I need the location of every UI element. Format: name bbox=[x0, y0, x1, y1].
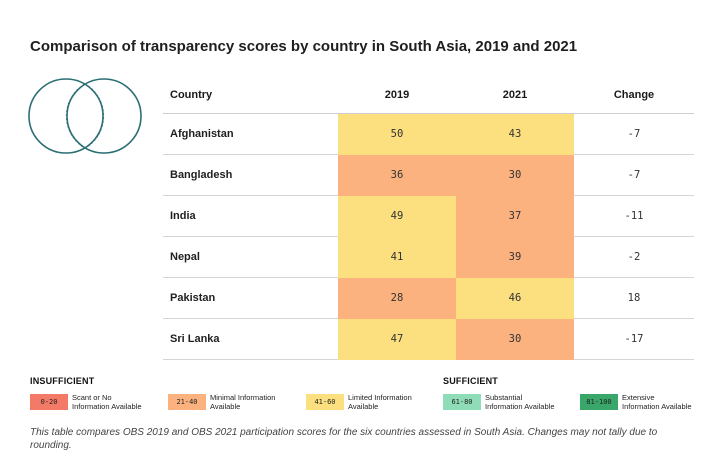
legend-item: 61-80 Substantial Information Available bbox=[443, 393, 563, 411]
legend-swatch: 41-60 bbox=[306, 394, 344, 410]
legend-label: Limited Information Available bbox=[348, 393, 412, 411]
legend-label: Extensive Information Available bbox=[622, 393, 692, 411]
legend-item: 21-40 Minimal Information Available bbox=[168, 393, 288, 411]
change-cell: -7 bbox=[574, 154, 694, 196]
country-cell: India bbox=[163, 195, 338, 237]
table-row: Afghanistan 50 43 -7 bbox=[163, 113, 694, 155]
legend-swatch: 21-40 bbox=[168, 394, 206, 410]
column-header-2019: 2019 bbox=[338, 77, 456, 114]
score-2019-cell: 50 bbox=[338, 113, 456, 155]
legend-swatch: 0-20 bbox=[30, 394, 68, 410]
scores-table: Country 2019 2021 Change Afghanistan 50 … bbox=[163, 77, 694, 360]
score-2021-cell: 30 bbox=[456, 318, 574, 360]
score-2019-cell: 49 bbox=[338, 195, 456, 237]
legend-swatch: 61-80 bbox=[443, 394, 481, 410]
column-header-change: Change bbox=[574, 77, 694, 114]
table-row: Sri Lanka 47 30 -17 bbox=[163, 318, 694, 360]
score-2021-cell: 46 bbox=[456, 277, 574, 319]
table-row: Nepal 41 39 -2 bbox=[163, 236, 694, 278]
chart-title: Comparison of transparency scores by cou… bbox=[30, 38, 578, 55]
table-row: Pakistan 28 46 18 bbox=[163, 277, 694, 319]
change-cell: -17 bbox=[574, 318, 694, 360]
country-cell: Pakistan bbox=[163, 277, 338, 319]
legend-heading-insufficient: INSUFFICIENT bbox=[30, 376, 95, 386]
change-cell: -7 bbox=[574, 113, 694, 155]
country-cell: Bangladesh bbox=[163, 154, 338, 196]
score-2019-cell: 28 bbox=[338, 277, 456, 319]
country-cell: Nepal bbox=[163, 236, 338, 278]
legend-label: Substantial Information Available bbox=[485, 393, 555, 411]
column-header-country: Country bbox=[163, 77, 338, 114]
legend-heading-sufficient: SUFFICIENT bbox=[443, 376, 498, 386]
table-row: Bangladesh 36 30 -7 bbox=[163, 154, 694, 196]
score-2019-cell: 41 bbox=[338, 236, 456, 278]
country-cell: Afghanistan bbox=[163, 113, 338, 155]
column-header-2021: 2021 bbox=[456, 77, 574, 114]
legend-swatch: 81-100 bbox=[580, 394, 618, 410]
change-cell: -2 bbox=[574, 236, 694, 278]
change-cell: 18 bbox=[574, 277, 694, 319]
score-2021-cell: 37 bbox=[456, 195, 574, 237]
score-2019-cell: 36 bbox=[338, 154, 456, 196]
legend-label: Scant or No Information Available bbox=[72, 393, 142, 411]
score-2021-cell: 43 bbox=[456, 113, 574, 155]
legend-item: 41-60 Limited Information Available bbox=[306, 393, 426, 411]
score-2021-cell: 30 bbox=[456, 154, 574, 196]
change-cell: -11 bbox=[574, 195, 694, 237]
score-2021-cell: 39 bbox=[456, 236, 574, 278]
legend-item: 0-20 Scant or No Information Available bbox=[30, 393, 150, 411]
legend-label: Minimal Information Available bbox=[210, 393, 276, 411]
overlapping-circles-logo-icon bbox=[28, 78, 142, 154]
caption: This table compares OBS 2019 and OBS 202… bbox=[30, 427, 658, 451]
score-2019-cell: 47 bbox=[338, 318, 456, 360]
country-cell: Sri Lanka bbox=[163, 318, 338, 360]
table-header-row: Country 2019 2021 Change bbox=[163, 77, 694, 114]
legend-item: 81-100 Extensive Information Available bbox=[580, 393, 700, 411]
table-row: India 49 37 -11 bbox=[163, 195, 694, 237]
